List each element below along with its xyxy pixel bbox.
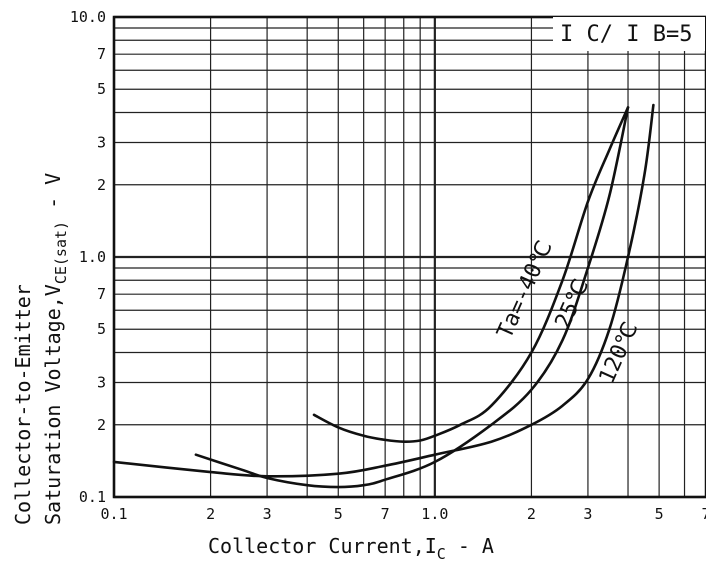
y-tick-label: 3 <box>97 133 106 151</box>
y-tick-label: 0.1 <box>79 488 106 506</box>
y-tick-label: 7 <box>97 285 106 303</box>
y-tick-label: 1.0 <box>79 248 106 266</box>
condition-label: I C/ I B=5 <box>560 22 692 47</box>
x-tick-label: 3 <box>263 505 272 523</box>
x-tick-label: 7 <box>701 505 706 523</box>
y-tick-label: 10.0 <box>70 8 106 26</box>
y-tick-label: 5 <box>97 80 106 98</box>
x-tick-label: 5 <box>655 505 664 523</box>
tick-labels: 0.1 2 3 5 7 1.0 2 3 5 7 0.1 2 3 5 7 1.0 2 3 5 7 10.0 <box>70 8 706 523</box>
series-line-1 <box>194 106 630 489</box>
y-axis-title-line1: Collector-to-Emitter <box>11 284 35 525</box>
series-label-minus40: Ta=-40℃ <box>493 237 558 342</box>
x-tick-label: 5 <box>334 505 343 523</box>
y-tick-label: 2 <box>97 176 106 194</box>
y-tick-label: 5 <box>97 320 106 338</box>
x-tick-label: 2 <box>206 505 215 523</box>
x-tick-label: 2 <box>527 505 536 523</box>
series-line-0 <box>312 106 630 444</box>
condition-label-box <box>553 17 705 51</box>
x-axis-title: Collector Current,IC - A <box>208 534 494 563</box>
series-line-2 <box>112 103 655 478</box>
x-tick-label: 7 <box>381 505 390 523</box>
grid <box>112 15 706 499</box>
y-tick-label: 3 <box>97 373 106 391</box>
x-tick-label: 3 <box>583 505 592 523</box>
curves <box>112 103 655 489</box>
x-tick-label: 1.0 <box>421 505 448 523</box>
plot-frame <box>112 15 706 499</box>
x-tick-label: 0.1 <box>100 505 127 523</box>
y-axis-title-line2: Saturation Voltage,VCE(sat) - V <box>41 173 70 525</box>
y-tick-label: 7 <box>97 45 106 63</box>
y-tick-label: 2 <box>97 416 106 434</box>
